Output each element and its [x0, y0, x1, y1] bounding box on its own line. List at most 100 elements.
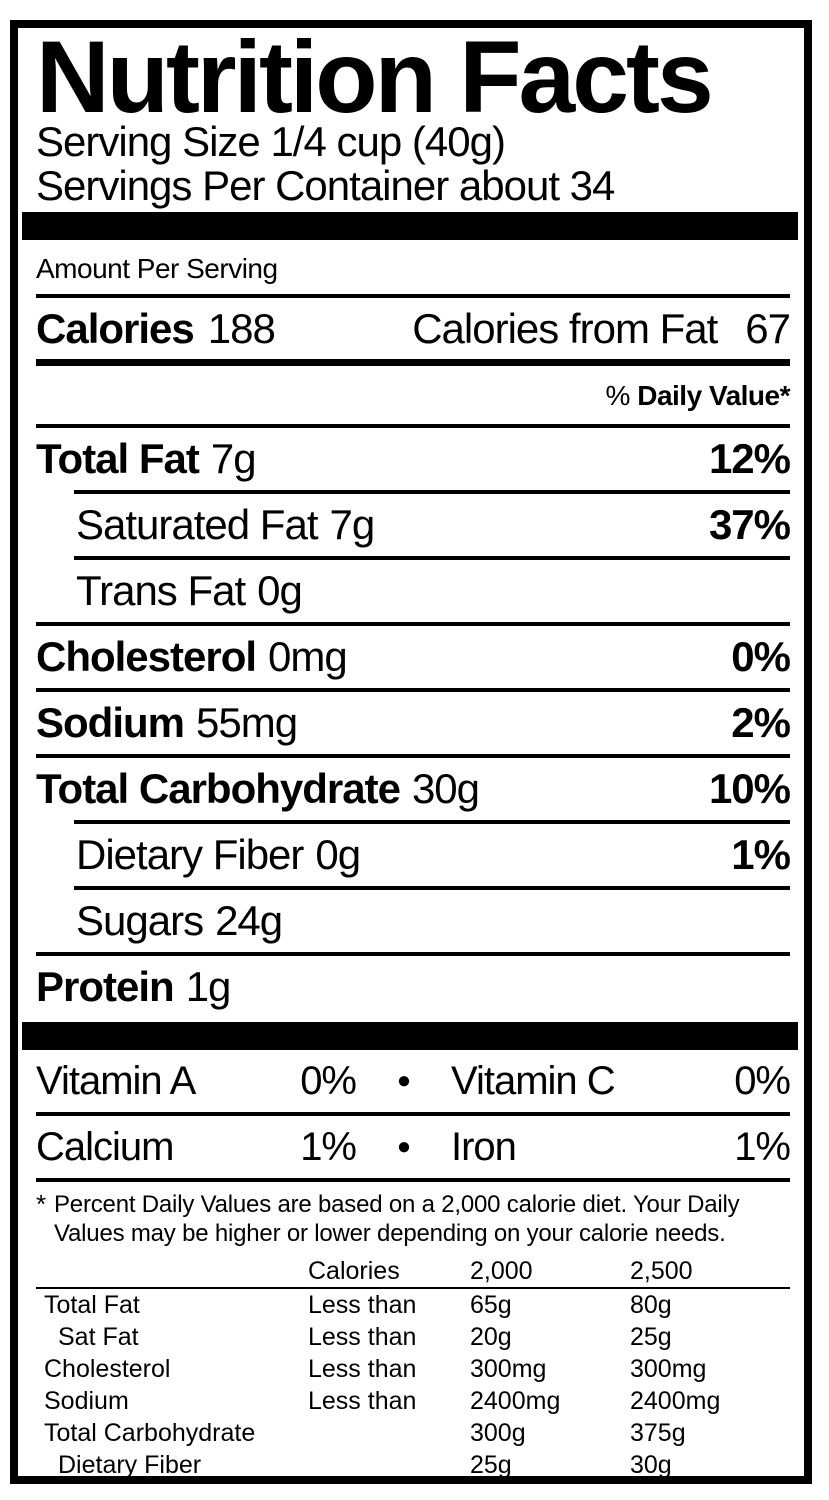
- nutrient-amount: 1g: [185, 963, 232, 1010]
- thick-divider-bottom: [22, 1022, 798, 1050]
- table-row-name: Sat Fat: [58, 1322, 139, 1351]
- table-row-2000-value: 2400mg: [470, 1386, 561, 1415]
- nutrient-row: Total Carbohydrate 30g 10%: [36, 758, 791, 820]
- calories-from-fat-value: 67: [745, 304, 791, 352]
- label-content: Nutrition Facts Serving Size 1/4 cup (40…: [18, 20, 804, 1479]
- micronutrient-right-value: 1%: [734, 1124, 791, 1169]
- nutrient-daily-value: 1%: [731, 831, 791, 878]
- table-row-qualifier: Less than: [308, 1322, 417, 1351]
- bullet-separator: ●: [396, 1133, 412, 1160]
- daily-value-header: % Daily Value*: [36, 366, 791, 424]
- divider: [36, 294, 790, 298]
- table-row: Sat Fat Less than 20g 25g: [36, 1321, 790, 1353]
- table-header-2000: 2,000: [470, 1257, 533, 1285]
- amount-per-serving: Amount Per Serving: [36, 253, 278, 284]
- micronutrient-right-label: Vitamin C: [451, 1058, 616, 1103]
- table-row-2000-value: 300g: [470, 1418, 526, 1447]
- table-row: Dietary Fiber 25g 30g: [36, 1449, 790, 1479]
- divider-indented: [74, 886, 790, 890]
- table-row-2500-value: 375g: [630, 1418, 686, 1447]
- table-row-2000-value: 25g: [470, 1450, 512, 1479]
- table-row: Sodium Less than 2400mg 2400mg: [36, 1385, 790, 1417]
- nutrient-amount: 7g: [329, 501, 375, 548]
- footnote: * Percent Daily Values are based on a 2,…: [36, 1190, 790, 1248]
- divider: [36, 1112, 790, 1116]
- nutrition-facts-label: Nutrition Facts Serving Size 1/4 cup (40…: [10, 20, 812, 1484]
- calories-row: Calories 188 Calories from Fat 67: [36, 298, 791, 359]
- label-title: Nutrition Facts: [36, 20, 714, 134]
- nutrient-rows: Total Fat 7g 12% Saturated Fat 7g 37% Trans Fa…: [36, 428, 791, 1018]
- nutrient-row: Total Fat 7g 12%: [36, 428, 791, 490]
- table-row-qualifier: Less than: [308, 1386, 417, 1415]
- table-row-name: Total Carbohydrate: [44, 1418, 256, 1447]
- divider: [36, 952, 790, 956]
- table-row-name: Sodium: [44, 1386, 129, 1415]
- nutrient-amount: 24g: [215, 897, 283, 944]
- nutrient-row: Sugars 24g: [36, 890, 790, 952]
- table-row: Total Carbohydrate 300g 375g: [36, 1417, 790, 1449]
- daily-value-prefix: %: [605, 380, 631, 411]
- nutrient-daily-value: 2%: [731, 699, 791, 746]
- table-row-name: Dietary Fiber: [58, 1450, 202, 1479]
- nutrient-amount: 0g: [257, 567, 303, 614]
- nutrient-name: Cholesterol: [36, 633, 257, 680]
- footnote-asterisk: *: [36, 1189, 47, 1219]
- nutrient-amount: 55mg: [196, 699, 298, 746]
- table-row-name: Cholesterol: [44, 1354, 171, 1383]
- nutrient-row: Trans Fat 0g: [36, 560, 790, 622]
- divider: [36, 1178, 790, 1182]
- table-row-qualifier: Less than: [308, 1354, 417, 1383]
- footnote-text: Percent Daily Values are based on a 2,00…: [54, 1191, 740, 1247]
- micronutrient-right-label: Iron: [451, 1124, 517, 1169]
- micronutrient-left-label: Vitamin A: [36, 1058, 196, 1103]
- nutrient-name: Saturated Fat: [76, 501, 318, 548]
- nutrient-row: Dietary Fiber 0g 1%: [36, 824, 791, 886]
- nutrient-row: Saturated Fat 7g 37%: [36, 494, 791, 556]
- calories-label: Calories: [36, 304, 195, 352]
- divider: [36, 622, 790, 626]
- calories-from-fat-label: Calories from Fat: [412, 304, 718, 352]
- table-row-2500-value: 2400mg: [630, 1386, 721, 1415]
- nutrient-row: Cholesterol 0mg 0%: [36, 626, 791, 688]
- divider-indented: [74, 490, 790, 494]
- nutrient-name: Trans Fat: [76, 567, 246, 614]
- divider: [36, 688, 790, 692]
- nutrient-daily-value: 12%: [708, 435, 791, 482]
- table-header-underline: [36, 1287, 790, 1289]
- serving-size: Serving Size 1/4 cup (40g): [36, 118, 506, 165]
- nutrient-name: Sodium: [36, 699, 185, 746]
- divider: [36, 754, 790, 758]
- servings-per-container: Servings Per Container about 34: [36, 162, 615, 209]
- nutrient-amount: 0g: [315, 831, 361, 878]
- divider: [36, 424, 790, 428]
- nutrient-row: Sodium 55mg 2%: [36, 692, 791, 754]
- divider-indented: [74, 820, 790, 824]
- table-row: Total Fat Less than 65g 80g: [36, 1289, 790, 1321]
- table-row-2000-value: 65g: [470, 1290, 512, 1319]
- micronutrient-left-value: 1%: [300, 1124, 357, 1169]
- table-header-row: Calories 2,000 2,500: [36, 1256, 790, 1287]
- micronutrient-right-value: 0%: [734, 1058, 791, 1103]
- daily-value-table: Calories 2,000 2,500 Total Fat Less than 65g 8…: [36, 1256, 790, 1479]
- nutrient-daily-value: 37%: [708, 501, 791, 548]
- micronutrient-row: Calcium 1% ● Iron 1%: [36, 1116, 791, 1178]
- micronutrient-row: Vitamin A 0% ● Vitamin C 0%: [36, 1050, 791, 1112]
- micronutrient-left-value: 0%: [300, 1058, 357, 1103]
- nutrient-daily-value: 0%: [731, 633, 791, 680]
- micronutrient-rows: Vitamin A 0% ● Vitamin C 0% Calcium 1% ● Iron 1%: [36, 1050, 791, 1182]
- table-row-2500-value: 300mg: [630, 1354, 707, 1383]
- nutrient-name: Protein: [36, 963, 175, 1010]
- nutrient-name: Sugars: [76, 897, 204, 944]
- nutrient-amount: 0mg: [268, 633, 348, 680]
- table-row-name: Total Fat: [44, 1290, 140, 1319]
- thick-divider-top: [22, 212, 798, 240]
- nutrient-daily-value: 10%: [708, 765, 791, 812]
- nutrient-amount: 30g: [411, 765, 480, 812]
- table-row-2000-value: 300mg: [470, 1354, 547, 1383]
- micronutrient-left-label: Calcium: [36, 1124, 174, 1169]
- nutrient-name: Total Fat: [36, 435, 200, 482]
- table-row-2000-value: 20g: [470, 1322, 512, 1351]
- nutrient-name: Dietary Fiber: [76, 831, 304, 878]
- calories-value: 188: [207, 304, 276, 352]
- divider-indented: [74, 556, 790, 560]
